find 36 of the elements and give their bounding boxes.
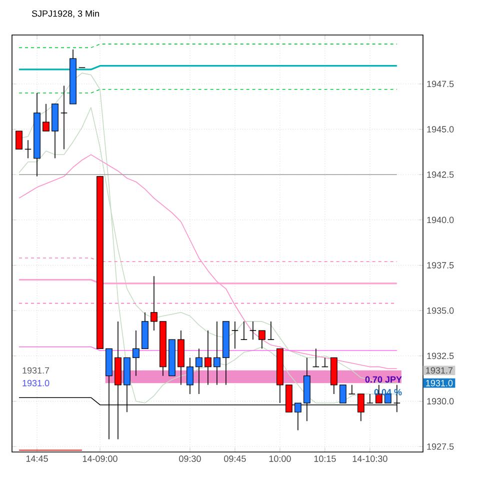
annotation: 1931.0 (22, 380, 50, 386)
y-tick-label: 1930.0 (427, 398, 454, 404)
text: 1931.7 (426, 367, 453, 374)
x-tick-label: 10:00 (269, 456, 291, 462)
candlestick (231, 321, 239, 350)
chart-title: SJPJ1928, 3 Min (32, 10, 99, 18)
annotation: 1931.7 (22, 367, 50, 374)
candlestick (186, 357, 194, 394)
candlestick (132, 330, 140, 376)
y-tick-label: 1947.5 (427, 80, 454, 88)
y-tick-label: 1937.5 (427, 262, 454, 268)
x-tick-label: 14:45 (26, 456, 48, 462)
y-tick-label: 1940.0 (427, 216, 454, 224)
y-tick-label: 1932.5 (427, 352, 454, 360)
candlestick (204, 330, 212, 386)
candlestick (267, 321, 274, 340)
candlestick (150, 276, 158, 331)
x-tick-label: 09:30 (179, 456, 201, 462)
candlestick (196, 348, 202, 394)
x-tick-label: 14-10:30 (352, 456, 388, 462)
candlestick (249, 321, 256, 340)
candlestick (16, 130, 22, 150)
y-tick-label: 1945.0 (427, 126, 454, 132)
candlestick (60, 85, 68, 150)
candlestick (348, 384, 356, 394)
y-tick-label: 1935.0 (427, 307, 454, 314)
candlestick (240, 321, 248, 340)
candlestick (214, 321, 220, 386)
candlestick (258, 330, 266, 350)
y-tick-label: 1942.5 (427, 171, 454, 178)
x-tick-label: 14-09:00 (82, 456, 118, 462)
y-tick-label: 1927.5 (427, 443, 454, 450)
x-tick-label: 10:15 (314, 456, 336, 462)
x-tick-label: 09:45 (224, 456, 246, 462)
candlestick (42, 103, 50, 132)
text: 1931.0 (426, 380, 453, 386)
